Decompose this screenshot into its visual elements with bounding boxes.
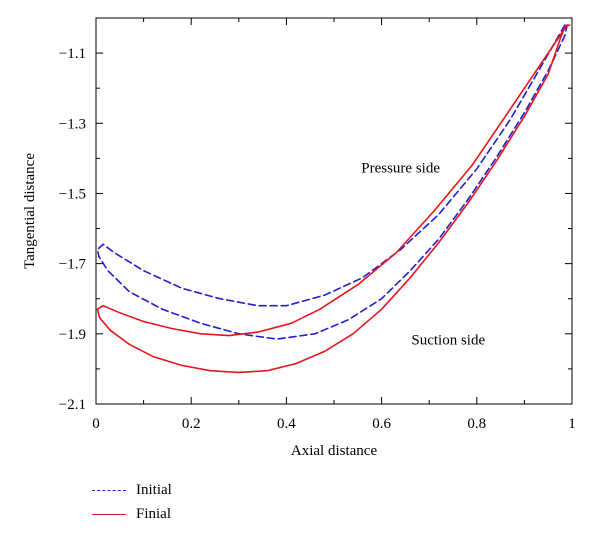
x-tick-label: 0: [92, 416, 100, 432]
x-axis-label: Axial distance: [291, 443, 378, 459]
legend: Initial Finial: [92, 478, 172, 526]
x-tick-label: 0.8: [467, 416, 486, 432]
legend-item-initial: Initial: [92, 478, 172, 502]
x-tick-label: 0.6: [372, 416, 391, 432]
y-tick-label: −2.1: [59, 397, 86, 413]
y-tick-label: −1.3: [59, 116, 86, 132]
y-tick-label: −1.5: [59, 186, 86, 202]
legend-item-finial: Finial: [92, 502, 172, 526]
annotation-layer: Pressure side Suction side: [361, 160, 485, 348]
series-layer: [96, 24, 571, 374]
x-tick-label: 0.2: [182, 416, 201, 432]
y-tick-label: −1.1: [59, 46, 86, 62]
legend-swatch-finial: [92, 513, 126, 515]
y-axis-label: Tangential distance: [22, 153, 38, 269]
annotation-suction-side: Suction side: [411, 332, 485, 348]
x-tick-label: 0.4: [277, 416, 296, 432]
x-tick-label: 1: [568, 416, 576, 432]
legend-label-initial: Initial: [136, 481, 172, 498]
legend-swatch-initial: [92, 489, 126, 491]
ticks-layer: 0 0.2 0.4 0.6 0.8 1 −2.1 −1.9 −1.7 −1.5 −1.3 −1.1: [59, 17, 576, 432]
series-line-finial: [96, 24, 571, 374]
y-tick-label: −1.7: [59, 257, 87, 273]
series-line-initial: [96, 24, 568, 340]
annotation-pressure-side: Pressure side: [361, 160, 440, 176]
y-tick-label: −1.9: [59, 327, 86, 343]
legend-label-finial: Finial: [136, 505, 172, 522]
